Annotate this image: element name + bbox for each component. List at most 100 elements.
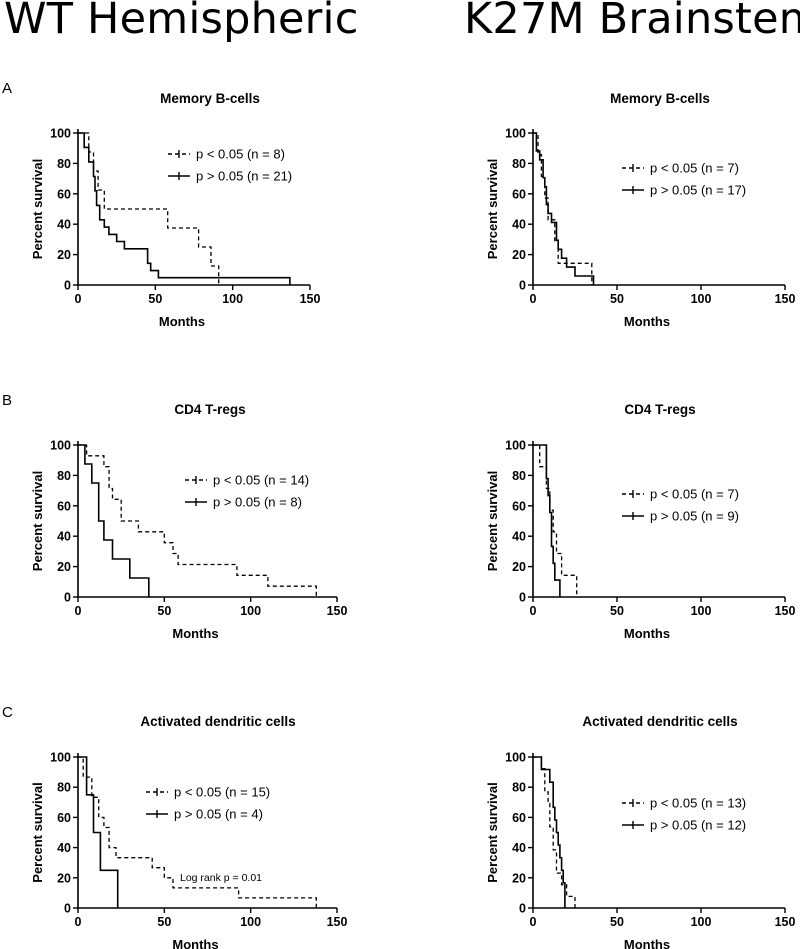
survival-curve-dashed	[78, 132, 220, 285]
y-tick-label: 60	[512, 187, 526, 201]
y-axis-label: Percent survival	[485, 471, 500, 571]
chart-title: Memory B-cells	[160, 91, 260, 106]
chart-title: Memory B-cells	[610, 91, 710, 106]
x-tick-label: 0	[75, 915, 82, 929]
y-axis-label: Percent survival	[30, 471, 45, 571]
x-axis-label: Months	[172, 937, 218, 949]
chart-title: CD4 T-regs	[174, 402, 245, 417]
column-title-k27m-brainstem: K27M Brainstem	[464, 0, 800, 44]
y-tick-label: 40	[512, 530, 526, 544]
x-tick-label: 0	[530, 292, 537, 306]
survival-curve-dashed	[78, 756, 317, 908]
survival-chart-4: CD4 T-regs 0 20 40 60 80 100 0 50 100 150 Months Per…	[485, 402, 795, 641]
y-tick-label: 80	[512, 781, 526, 795]
y-tick-label: 80	[57, 157, 71, 171]
x-tick-label: 50	[610, 915, 624, 929]
x-axis-label: Months	[624, 937, 670, 949]
survival-curve-solid	[78, 756, 119, 908]
x-tick-label: 50	[148, 292, 162, 306]
x-axis-label: Months	[172, 626, 218, 641]
x-tick-label: 150	[775, 915, 796, 929]
x-tick-label: 150	[327, 915, 348, 929]
y-tick-label: 40	[512, 841, 526, 855]
survival-chart-5: Activated dendritic cells 0 20 40 60 80 100 0 50…	[30, 714, 347, 949]
legend-label: p > 0.05 (n = 9)	[650, 509, 739, 524]
row-label-c: C	[2, 704, 13, 721]
legend-label: p > 0.05 (n = 12)	[650, 818, 746, 833]
y-tick-label: 20	[512, 871, 526, 885]
legend-label: p < 0.05 (n = 7)	[650, 161, 739, 176]
x-tick-label: 150	[300, 292, 321, 306]
x-tick-label: 150	[775, 604, 796, 618]
x-tick-label: 0	[75, 604, 82, 618]
x-tick-label: 100	[240, 604, 261, 618]
x-tick-label: 0	[530, 604, 537, 618]
x-tick-label: 50	[610, 604, 624, 618]
y-axis-label: Percent survival	[30, 782, 45, 882]
survival-chart-2: Memory B-cells 0 20 40 60 80 100 0 50 100 150 Month…	[485, 91, 795, 329]
log-rank-annotation: Log rank p = 0.01	[180, 872, 262, 884]
row-label-b: B	[2, 392, 13, 409]
x-axis-label: Months	[624, 626, 670, 641]
y-tick-label: 60	[57, 811, 71, 825]
legend-label: p < 0.05 (n = 8)	[196, 147, 285, 162]
y-tick-label: 100	[505, 439, 526, 453]
y-tick-label: 80	[57, 469, 71, 483]
y-tick-label: 20	[57, 560, 71, 574]
y-tick-label: 40	[512, 218, 526, 232]
survival-curve-solid	[78, 444, 150, 597]
y-tick-label: 60	[57, 499, 71, 513]
survival-curve-solid	[533, 132, 595, 285]
y-tick-label: 40	[57, 530, 71, 544]
y-tick-label: 20	[512, 560, 526, 574]
y-axis-label: Percent survival	[485, 782, 500, 882]
x-tick-label: 50	[157, 604, 171, 618]
survival-curve-solid	[533, 756, 566, 908]
y-tick-label: 0	[519, 591, 526, 605]
x-tick-label: 50	[610, 292, 624, 306]
y-tick-label: 80	[57, 781, 71, 795]
chart-title: Activated dendritic cells	[582, 714, 737, 729]
y-tick-label: 100	[505, 127, 526, 141]
y-tick-label: 20	[57, 248, 71, 262]
y-tick-label: 40	[57, 218, 71, 232]
y-tick-label: 100	[50, 751, 71, 765]
x-tick-label: 100	[222, 292, 243, 306]
y-tick-label: 0	[519, 902, 526, 916]
survival-curve-solid	[78, 132, 291, 285]
legend-label: p < 0.05 (n = 14)	[213, 473, 309, 488]
survival-curve-dashed	[533, 132, 593, 285]
chart-title: Activated dendritic cells	[140, 714, 295, 729]
x-tick-label: 0	[530, 915, 537, 929]
y-tick-label: 80	[512, 157, 526, 171]
x-tick-label: 0	[75, 292, 82, 306]
x-tick-label: 100	[691, 604, 712, 618]
y-tick-label: 0	[64, 902, 71, 916]
legend-label: p > 0.05 (n = 4)	[174, 807, 263, 822]
y-tick-label: 40	[57, 841, 71, 855]
chart-title: CD4 T-regs	[624, 402, 695, 417]
survival-chart-1: Memory B-cells 0 20 40 60 80 100 0 50 100 150 Month…	[30, 91, 320, 329]
y-tick-label: 0	[64, 591, 71, 605]
legend-label: p < 0.05 (n = 7)	[650, 487, 739, 502]
survival-curve-dashed	[533, 444, 578, 597]
x-tick-label: 100	[691, 915, 712, 929]
y-tick-label: 20	[57, 871, 71, 885]
legend-label: p > 0.05 (n = 8)	[213, 495, 302, 510]
y-tick-label: 0	[519, 279, 526, 293]
y-axis-label: Percent survival	[485, 159, 500, 259]
legend-label: p < 0.05 (n = 15)	[174, 785, 270, 800]
y-tick-label: 80	[512, 469, 526, 483]
x-axis-label: Months	[159, 314, 205, 329]
x-tick-label: 100	[240, 915, 261, 929]
x-tick-label: 150	[775, 292, 796, 306]
y-axis-label: Percent survival	[30, 159, 45, 259]
legend-label: p > 0.05 (n = 21)	[196, 169, 292, 184]
legend-label: p > 0.05 (n = 17)	[650, 183, 746, 198]
y-tick-label: 100	[505, 751, 526, 765]
survival-chart-6: Activated dendritic cells 0 20 40 60 80 100 0 50…	[485, 714, 795, 949]
x-tick-label: 150	[327, 604, 348, 618]
survival-curve-solid	[533, 444, 561, 597]
x-axis-label: Months	[624, 314, 670, 329]
